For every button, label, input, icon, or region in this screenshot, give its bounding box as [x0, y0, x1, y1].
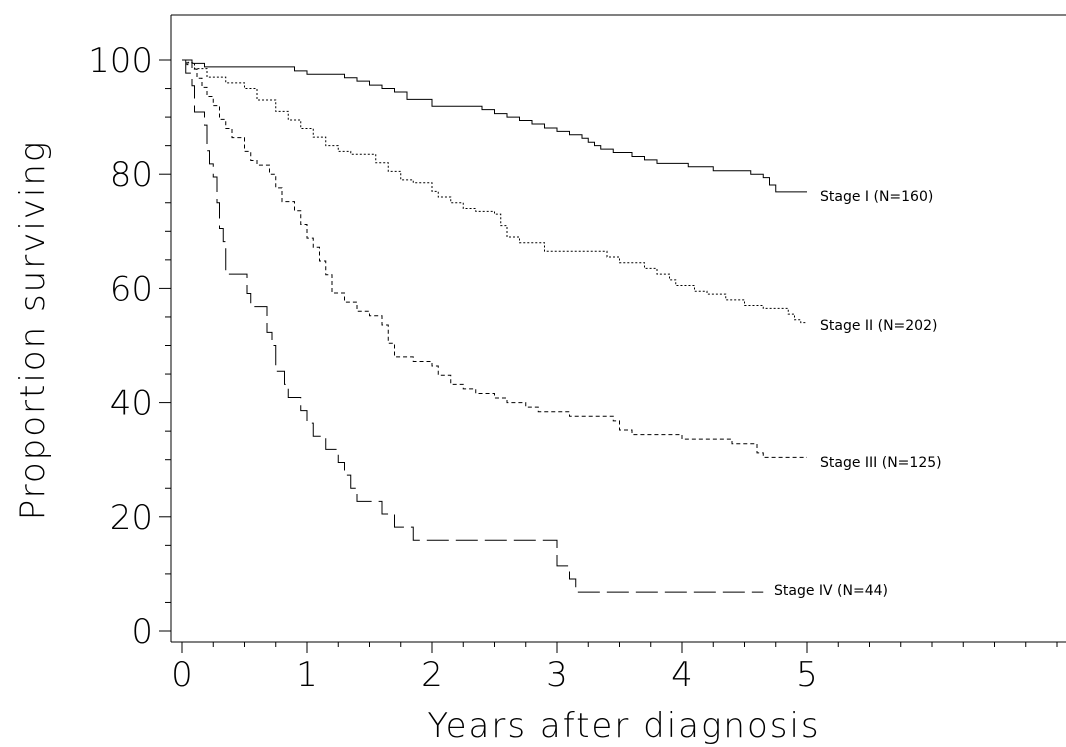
series-lines	[182, 59, 807, 593]
y-axis-title: Proportion surviving	[13, 140, 53, 521]
y-tick-label: 80	[110, 155, 153, 195]
y-tick-label: 40	[110, 384, 153, 424]
series-line-4	[182, 59, 764, 593]
y-tick-label: 20	[110, 498, 153, 538]
x-tick-label: 5	[796, 655, 818, 695]
y-tick-label: 100	[88, 41, 153, 81]
y-axis-ticks: 0 20 40 60 80 100	[88, 41, 171, 652]
series-label-1: Stage I (N=160)	[820, 189, 933, 205]
x-axis-ticks: 0 1 2 3 4 5	[171, 642, 1058, 695]
x-tick-label: 1	[296, 655, 318, 695]
series-label-4: Stage IV (N=44)	[774, 583, 888, 599]
series-line-2	[182, 59, 807, 324]
series-line-3	[182, 59, 807, 458]
plot-frame	[170, 14, 1066, 643]
series-labels: Stage I (N=160) Stage II (N=202) Stage III…	[774, 189, 942, 599]
series-label-2: Stage II (N=202)	[820, 318, 937, 334]
y-tick-label: 60	[110, 269, 153, 309]
series-label-3: Stage III (N=125)	[820, 455, 942, 471]
x-tick-label: 4	[671, 655, 693, 695]
y-tick-label: 0	[131, 612, 153, 652]
x-tick-label: 0	[171, 655, 193, 695]
series-line-1	[182, 59, 807, 193]
x-axis-title: Years after diagnosis	[427, 706, 820, 746]
x-tick-label: 3	[546, 655, 568, 695]
x-tick-label: 2	[421, 655, 443, 695]
